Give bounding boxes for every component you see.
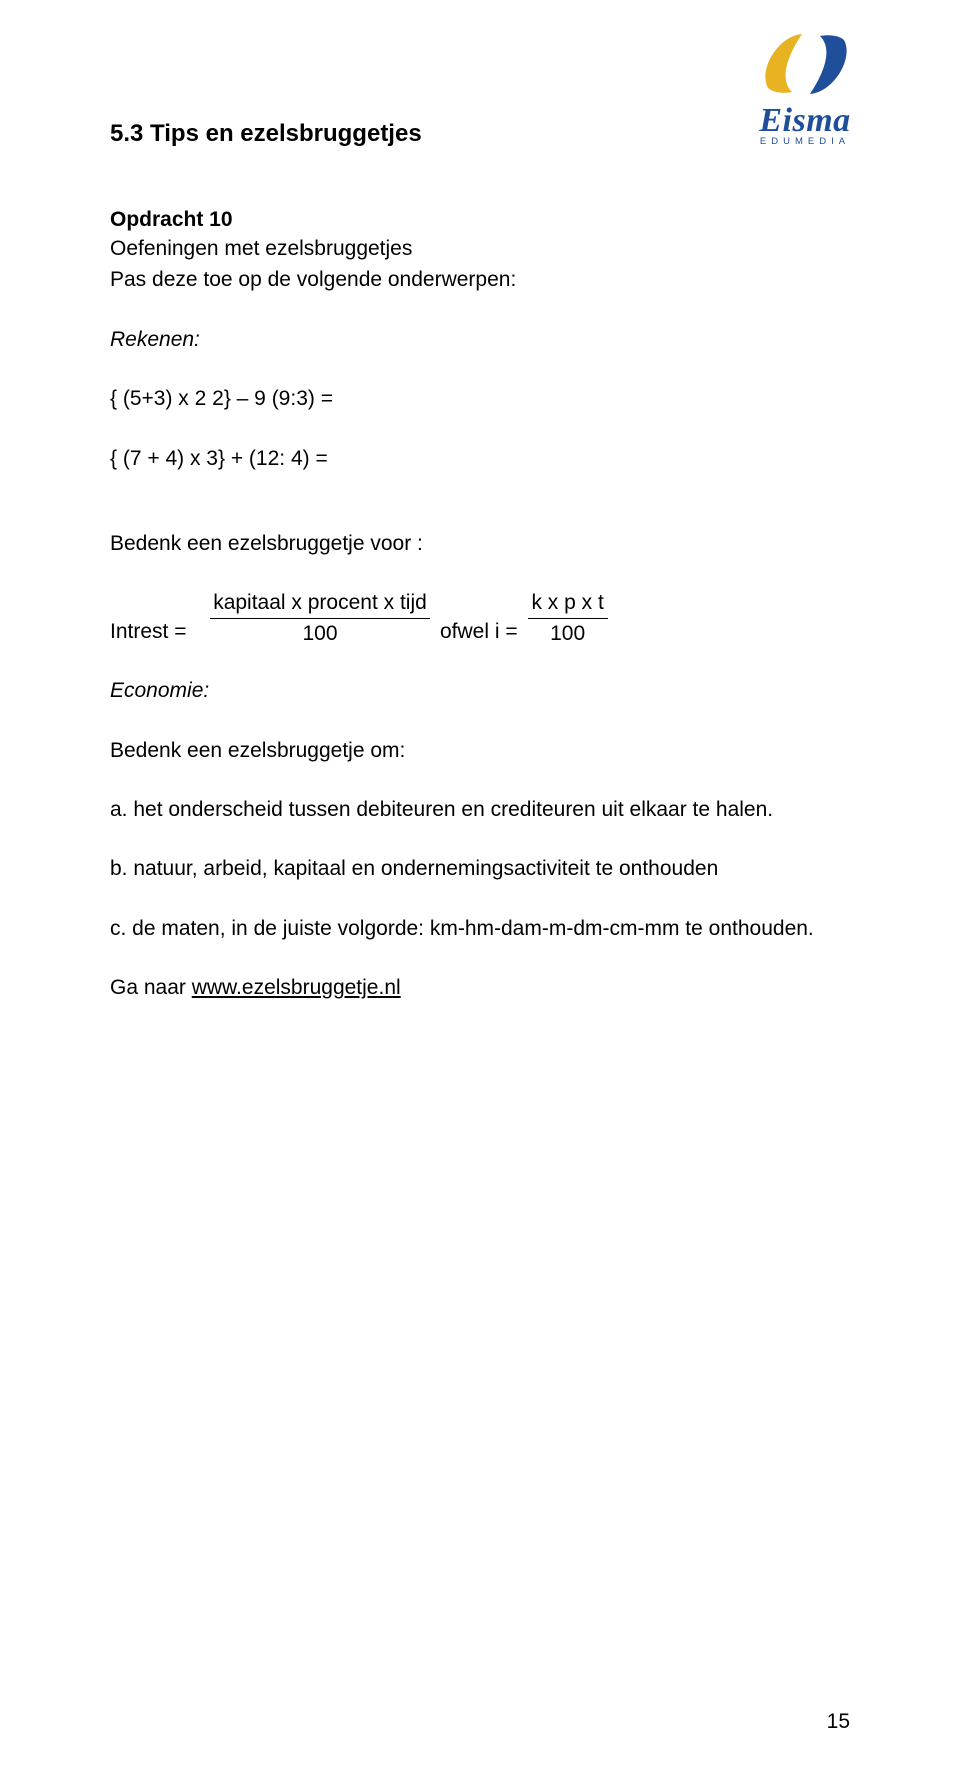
- item-a: a. het onderscheid tussen debiteuren en …: [110, 795, 850, 824]
- logo-shape-yellow: [765, 34, 802, 93]
- economie-label: Economie:: [110, 676, 850, 705]
- page-number: 15: [827, 1710, 850, 1734]
- page: Eisma EDUMEDIA 5.3 Tips en ezelsbruggetj…: [0, 0, 960, 1774]
- item-b: b. natuur, arbeid, kapitaal en ondernemi…: [110, 854, 850, 883]
- logo-svg: [750, 30, 860, 100]
- formula-right-numerator: k x p x t: [531, 588, 603, 617]
- formula-left-numerator: kapitaal x procent x tijd: [213, 588, 427, 617]
- ga-naar-line: Ga naar www.ezelsbruggetje.nl: [110, 973, 850, 1002]
- formula-left-denominator: 100: [302, 619, 337, 648]
- formula-ofwel-text: ofwel i =: [440, 620, 518, 643]
- formula-left-fraction: kapitaal x procent x tijd 100: [210, 588, 430, 648]
- intro-line-1: Oefeningen met ezelsbruggetjes: [110, 234, 850, 263]
- ga-naar-text: Ga naar: [110, 976, 192, 999]
- formula-right-fraction: k x p x t 100: [528, 588, 608, 648]
- formula-ofwel: ofwel i =: [440, 588, 518, 646]
- ezelsbruggetje-link[interactable]: www.ezelsbruggetje.nl: [192, 976, 401, 999]
- logo-shape-blue: [810, 35, 847, 94]
- bedenk-om: Bedenk een ezelsbruggetje om:: [110, 736, 850, 765]
- opdracht-label: Opdracht 10: [110, 208, 850, 232]
- item-c: c. de maten, in de juiste volgorde: km-h…: [110, 914, 850, 943]
- bedenk-voor: Bedenk een ezelsbruggetje voor :: [110, 529, 850, 558]
- expression-1: { (5+3) x 2 2} – 9 (9:3) =: [110, 384, 850, 413]
- logo-mark: [750, 30, 860, 100]
- rekenen-label: Rekenen:: [110, 325, 850, 354]
- interest-formula: Intrest = kapitaal x procent x tijd 100 …: [110, 588, 850, 648]
- intro-line-2: Pas deze toe op de volgende onderwerpen:: [110, 265, 850, 294]
- expression-2: { (7 + 4) x 3} + (12: 4) =: [110, 444, 850, 473]
- formula-lhs-label: Intrest =: [110, 588, 210, 646]
- logo-subline: EDUMEDIA: [730, 136, 880, 147]
- logo-wordmark: Eisma: [730, 102, 880, 140]
- brand-logo: Eisma EDUMEDIA: [730, 30, 880, 147]
- formula-intrest-label: Intrest =: [110, 620, 186, 643]
- formula-right-denominator: 100: [550, 619, 585, 648]
